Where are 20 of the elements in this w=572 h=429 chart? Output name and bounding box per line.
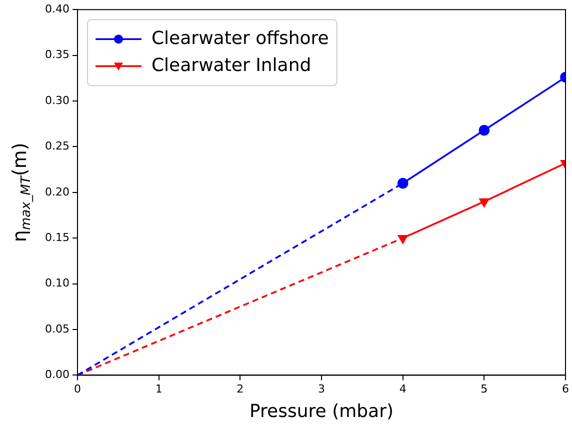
x-tick-label: 3 [318,382,325,396]
y-tick-label: 0.10 [44,276,70,290]
y-tick-label: 0.20 [44,185,70,198]
x-tick-label: 5 [480,382,488,396]
x-tick-label: 2 [236,382,244,396]
y-tick-label: 0.30 [44,94,70,107]
x-tick-label: 4 [399,382,406,396]
y-axis-title: ηmax_MT(m) [9,142,34,242]
legend-label: Clearwater Inland [151,54,312,76]
legend-label: Clearwater offshore [151,28,329,49]
y-tick-label: 0.05 [44,322,70,336]
y-tick-label: 0.40 [44,2,70,16]
x-tick-label: 6 [562,382,569,396]
y-tick-label: 0.35 [44,48,70,62]
y-tick-label: 0.15 [44,230,70,244]
y-tick-label: 0.25 [44,140,70,153]
x-axis-title: Pressure (mbar) [249,400,394,422]
y-tick-label: 0.00 [44,368,70,382]
x-tick-label: 0 [74,382,81,396]
x-tick-label: 1 [155,382,162,396]
